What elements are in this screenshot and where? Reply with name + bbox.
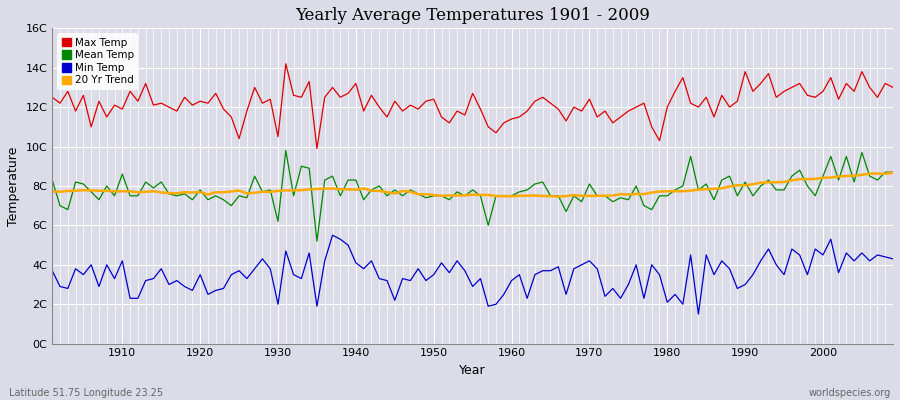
Max Temp <box>616 114 626 119</box>
Line: Min Temp: Min Temp <box>52 235 893 314</box>
Mean Temp <box>109 194 120 198</box>
Mean Temp <box>343 178 354 182</box>
20 Yr Trend <box>553 194 563 199</box>
Max Temp <box>288 93 299 98</box>
20 Yr Trend <box>608 193 618 198</box>
Min Temp <box>693 312 704 316</box>
Min Temp <box>47 268 58 273</box>
Max Temp <box>281 61 292 66</box>
Max Temp <box>109 103 120 108</box>
Mean Temp <box>522 188 533 192</box>
20 Yr Trend <box>109 189 120 194</box>
X-axis label: Year: Year <box>459 364 486 377</box>
Title: Yearly Average Temperatures 1901 - 2009: Yearly Average Temperatures 1901 - 2009 <box>295 7 650 24</box>
Min Temp <box>335 237 346 242</box>
20 Yr Trend <box>887 170 898 175</box>
Legend: Max Temp, Mean Temp, Min Temp, 20 Yr Trend: Max Temp, Mean Temp, Min Temp, 20 Yr Tre… <box>58 34 139 90</box>
Max Temp <box>311 146 322 151</box>
Line: Max Temp: Max Temp <box>52 64 893 148</box>
Min Temp <box>109 276 120 281</box>
20 Yr Trend <box>506 194 517 199</box>
20 Yr Trend <box>327 186 338 191</box>
Text: Latitude 51.75 Longitude 23.25: Latitude 51.75 Longitude 23.25 <box>9 388 163 398</box>
Min Temp <box>514 272 525 277</box>
20 Yr Trend <box>499 194 509 198</box>
Max Temp <box>47 95 58 100</box>
Min Temp <box>506 278 517 283</box>
Text: worldspecies.org: worldspecies.org <box>809 388 891 398</box>
Mean Temp <box>311 239 322 244</box>
Mean Temp <box>47 178 58 182</box>
Max Temp <box>522 109 533 114</box>
Mean Temp <box>288 194 299 198</box>
Min Temp <box>327 233 338 238</box>
Min Temp <box>887 256 898 261</box>
Line: Mean Temp: Mean Temp <box>52 150 893 241</box>
Y-axis label: Temperature: Temperature <box>7 146 20 226</box>
Mean Temp <box>281 148 292 153</box>
Mean Temp <box>514 190 525 194</box>
Min Temp <box>608 286 618 291</box>
Max Temp <box>514 114 525 119</box>
Max Temp <box>887 85 898 90</box>
20 Yr Trend <box>281 188 292 193</box>
Min Temp <box>281 249 292 254</box>
20 Yr Trend <box>47 189 58 194</box>
Max Temp <box>343 91 354 96</box>
Line: 20 Yr Trend: 20 Yr Trend <box>52 173 893 197</box>
Mean Temp <box>887 170 898 174</box>
Mean Temp <box>616 195 626 200</box>
